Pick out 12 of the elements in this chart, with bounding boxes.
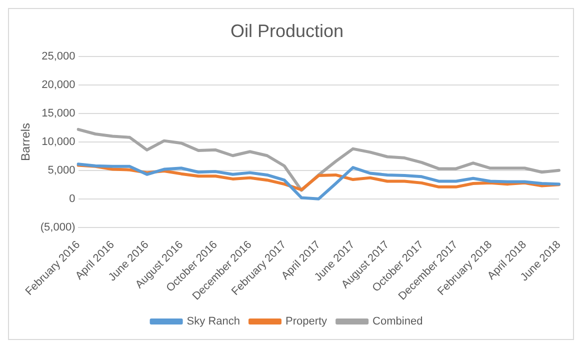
chart-title: Oil Production <box>230 20 344 41</box>
legend-label: Property <box>285 316 328 328</box>
y-tick-label: 20,000 <box>42 79 76 92</box>
y-tick-label: 5,000 <box>48 164 76 176</box>
y-tick-label: 0 <box>69 192 76 205</box>
y-tick-label: 25,000 <box>42 50 76 63</box>
y-tick-label: (5,000) <box>40 221 76 234</box>
y-tick-label: 10,000 <box>42 136 76 148</box>
y-tick-label: 15,000 <box>42 108 76 120</box>
legend-label: Combined <box>372 316 423 328</box>
legend-label: Sky Ranch <box>186 316 240 328</box>
y-axis-title: Barrels <box>18 122 33 161</box>
